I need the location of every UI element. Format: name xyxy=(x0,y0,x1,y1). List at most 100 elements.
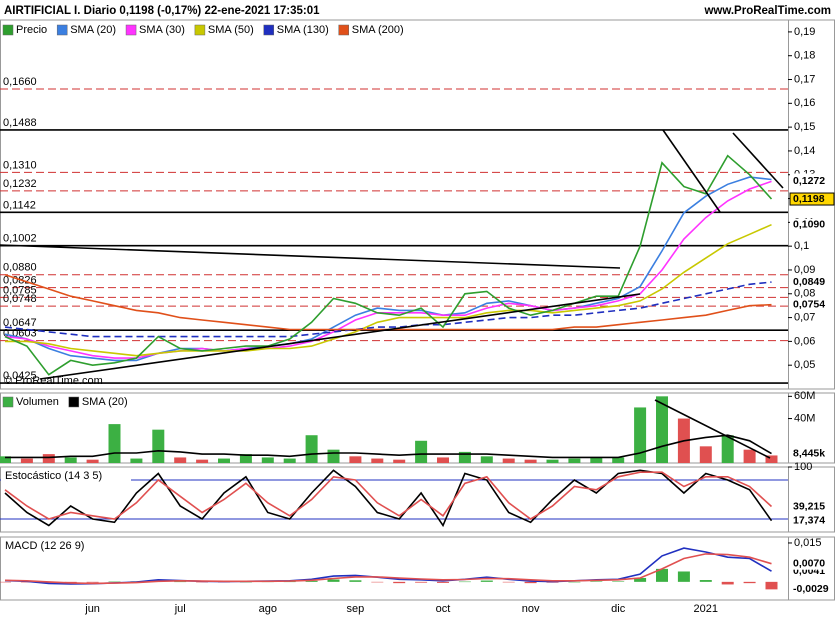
bar xyxy=(634,407,647,463)
y-tick-label: 0,09 xyxy=(794,264,815,276)
x-tick-label: ago xyxy=(259,603,277,615)
bar xyxy=(327,449,340,463)
legend-bg xyxy=(1,539,131,553)
bar xyxy=(612,581,625,582)
bar xyxy=(502,458,515,463)
level-label: 0,0647 xyxy=(3,317,37,329)
bar xyxy=(765,455,778,463)
end-label: 0,0849 xyxy=(793,276,825,288)
bar xyxy=(130,458,143,463)
bar xyxy=(590,457,603,463)
legend-swatch xyxy=(68,396,80,408)
x-tick-label: 2021 xyxy=(694,603,718,615)
series-line xyxy=(4,176,772,362)
bar xyxy=(239,581,252,583)
end-label-box xyxy=(790,175,834,188)
bar xyxy=(721,435,734,463)
y-tick-label: 0,05 xyxy=(794,359,815,371)
y-tick-label: 0,06 xyxy=(794,335,815,347)
bar xyxy=(305,580,318,582)
legend-title: Estocástico (14 3 5) xyxy=(5,470,102,482)
y-tick-label: 0,08 xyxy=(794,288,815,300)
x-tick-label: jun xyxy=(84,603,100,615)
y-tick-label: 40M xyxy=(794,412,815,424)
bar xyxy=(524,581,537,584)
legend-title: MACD (12 26 9) xyxy=(5,540,84,552)
legend-label: SMA (30) xyxy=(139,24,185,36)
bar xyxy=(261,457,274,463)
bar xyxy=(765,581,778,590)
bar xyxy=(437,457,449,463)
series-line xyxy=(5,223,772,357)
end-label-box xyxy=(790,557,834,570)
bar xyxy=(305,435,318,463)
source: www.ProRealTime.com xyxy=(703,5,831,17)
legend-swatch xyxy=(2,396,14,408)
bar xyxy=(86,581,99,583)
bar xyxy=(174,457,187,463)
y-tick-label: 100 xyxy=(794,461,812,473)
bar xyxy=(699,580,712,582)
legend-label: SMA (200) xyxy=(352,24,404,36)
bar xyxy=(20,581,33,583)
end-label: 8,445k xyxy=(793,447,825,459)
bar xyxy=(458,451,471,463)
bar xyxy=(524,459,537,463)
end-label-box xyxy=(790,298,834,311)
trend-line xyxy=(0,244,621,269)
y-tick-label: 0,015 xyxy=(794,537,822,549)
bar xyxy=(108,424,121,463)
bar xyxy=(174,581,187,583)
bar xyxy=(677,571,690,582)
legend-label: SMA (20) xyxy=(82,396,128,408)
level-label: 0,1310 xyxy=(3,159,37,171)
bar xyxy=(86,459,99,463)
bar xyxy=(590,581,603,582)
bar xyxy=(721,581,734,585)
bar xyxy=(108,581,121,583)
bar xyxy=(349,456,362,463)
legend-swatch xyxy=(194,24,206,36)
bar xyxy=(568,581,581,583)
level-label: 0,1232 xyxy=(3,178,37,190)
legend-swatch xyxy=(338,24,349,36)
legend-swatch xyxy=(263,24,275,36)
bar xyxy=(42,454,55,463)
trend-lines xyxy=(0,129,784,459)
bar xyxy=(743,449,756,463)
level-label: 0,0748 xyxy=(3,293,37,305)
end-label: 0,1090 xyxy=(793,219,825,231)
bar xyxy=(568,458,581,463)
end-label-box xyxy=(790,276,834,289)
x-tick-label: oct xyxy=(436,603,451,615)
legend-label: SMA (50) xyxy=(208,24,254,36)
legend-label: SMA (130) xyxy=(277,24,329,36)
bar xyxy=(349,580,362,582)
level-label: 0,1142 xyxy=(3,199,36,211)
bar xyxy=(327,579,340,582)
level-label: 0,0425 xyxy=(3,370,37,382)
bar xyxy=(371,458,384,463)
series-line xyxy=(4,281,772,338)
end-label: -0,0029 xyxy=(793,583,829,595)
end-label-box xyxy=(789,192,835,206)
bar xyxy=(415,440,428,463)
x-tick-label: nov xyxy=(522,603,540,615)
y-tick-label: 0,15 xyxy=(794,121,815,133)
bar xyxy=(458,581,471,583)
bar xyxy=(546,459,559,463)
end-label: 0,1198 xyxy=(793,193,825,205)
bar xyxy=(480,456,493,463)
series-line xyxy=(4,469,773,528)
bar xyxy=(612,457,625,463)
x-tick-label: jul xyxy=(174,603,186,615)
bar xyxy=(634,577,647,582)
watermark: © ProRealTime.com xyxy=(4,375,103,387)
bar xyxy=(196,581,209,583)
y-tick-label: 0,16 xyxy=(794,97,815,109)
bar xyxy=(371,581,384,583)
end-label-box xyxy=(790,447,834,460)
end-label: 39,215 xyxy=(793,500,825,512)
legend-swatch xyxy=(125,24,137,36)
